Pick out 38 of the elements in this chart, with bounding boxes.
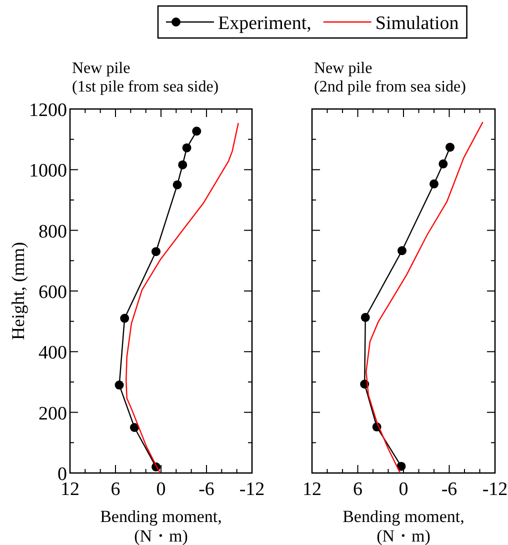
legend-label: Simulation [375,13,460,34]
y-tick-label: 400 [38,342,67,364]
point [151,247,160,256]
x-tick-label: -12 [482,479,508,500]
point [397,246,406,256]
x-tick-label: 12 [60,479,80,500]
point [130,423,139,432]
x-tick-label: 0 [156,479,166,500]
x-tick-label: -12 [239,479,265,500]
y-tick-label: 200 [38,403,67,424]
point [172,180,182,190]
point [178,160,188,170]
x-tick-label: -6 [198,479,214,500]
x-tick-label: 6 [110,479,120,500]
y-tick-label: 1200 [29,100,67,121]
x-axis-title: Bending moment, (N・m) [100,507,222,545]
x-axis-title: Bending moment, (N・m) [342,507,464,545]
x-tick-label: -6 [441,479,458,500]
point [430,179,438,188]
line-series [126,122,239,474]
chart-title: New pile (1st pile from sea side) [72,60,219,96]
point [192,126,202,136]
x-tick-label: 12 [302,479,322,500]
y-tick-label: 800 [38,221,67,242]
point [360,312,370,322]
legend-label: Experiment, [218,13,312,34]
point [446,142,455,152]
point [120,314,130,323]
point [396,462,406,471]
point [182,143,192,152]
y-tick-label: 1000 [29,160,67,182]
y-axis-title: Height, (mm) [8,242,28,340]
x-tick-label: 6 [353,479,362,500]
point [438,159,448,168]
x-tick-label: 0 [398,479,408,500]
y-tick-label: 600 [38,282,67,303]
chart-title: New pile (2nd pile from sea side) [314,60,466,96]
point [114,380,124,390]
